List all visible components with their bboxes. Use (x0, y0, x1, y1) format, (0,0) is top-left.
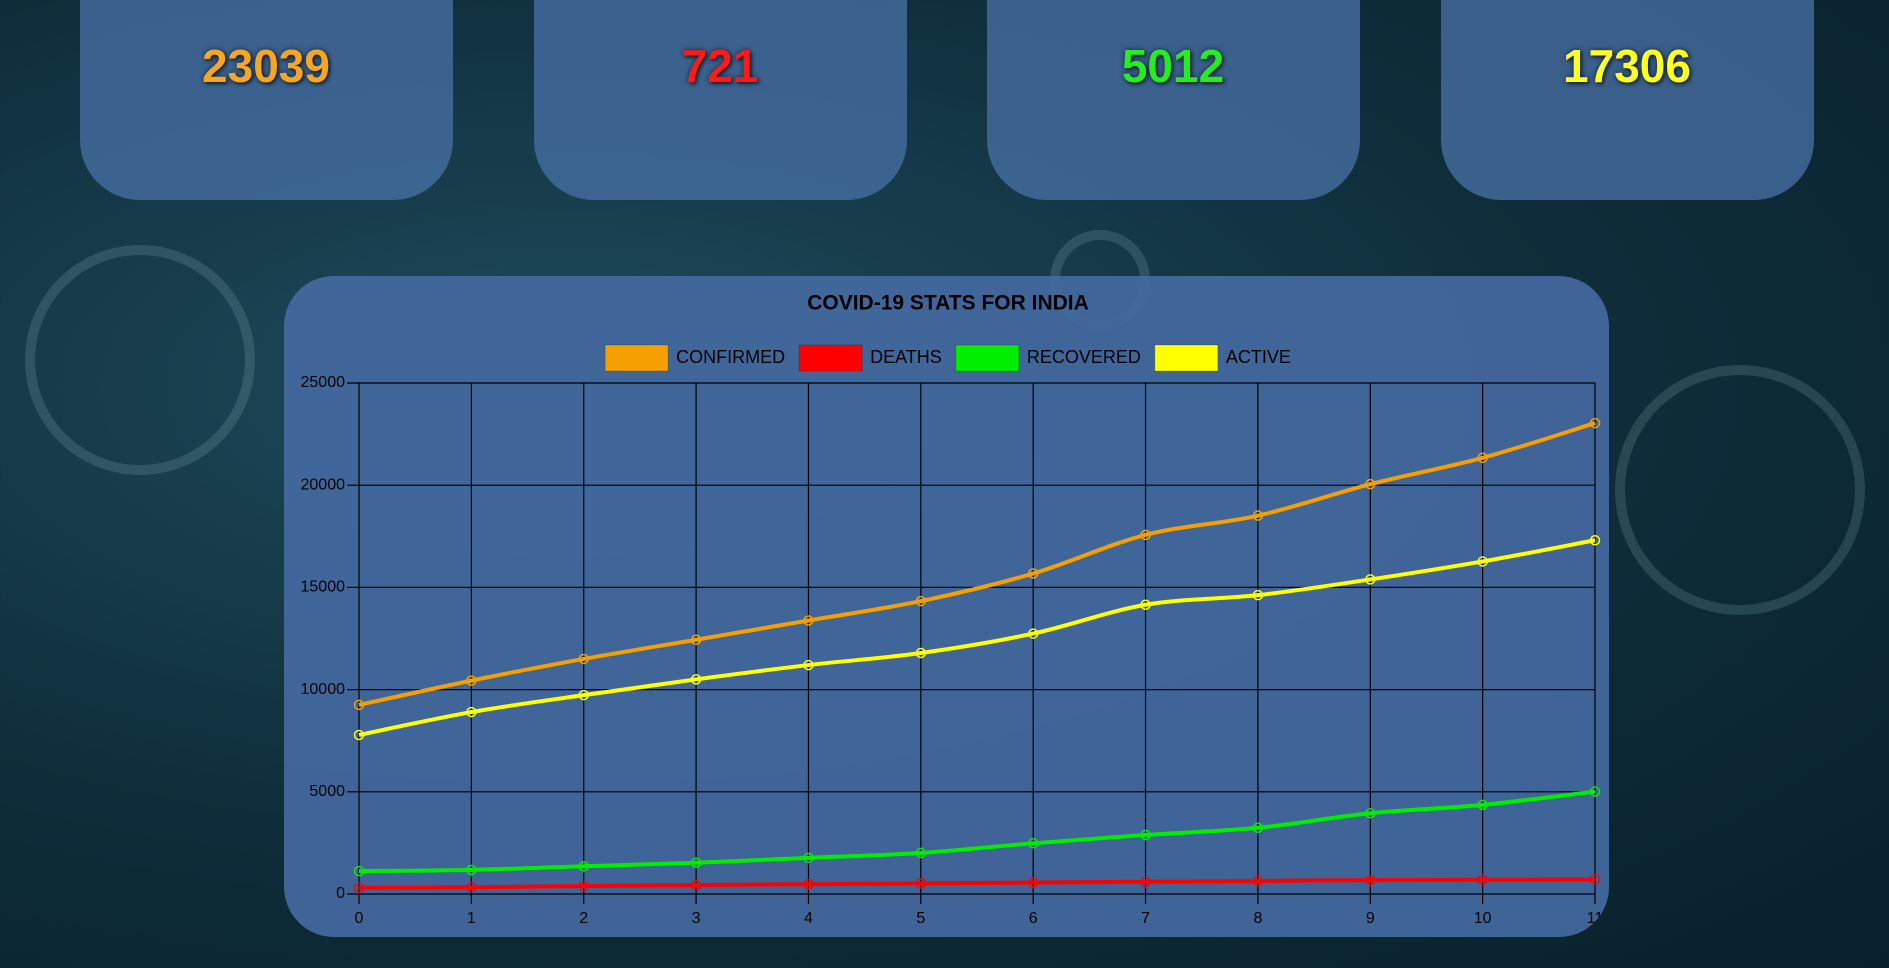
data-point (466, 864, 477, 876)
data-point (1589, 417, 1601, 429)
data-point (915, 647, 927, 659)
data-point (578, 653, 589, 665)
data-point (1589, 535, 1601, 546)
data-point (466, 675, 477, 686)
stat-value: 721 (682, 40, 759, 92)
data-point (690, 857, 702, 868)
x-tick-label: 8 (1253, 910, 1262, 927)
data-point (803, 615, 814, 626)
x-tick-label: 0 (355, 910, 364, 927)
x-tick-label: 10 (1474, 910, 1492, 927)
data-point (1365, 808, 1376, 819)
y-tick-label: 25000 (301, 374, 346, 391)
plot: 0 5000 10000 15000 20000 25000 0 1 2 3 4 5 6 7 8 9 10 11 (301, 374, 1604, 927)
data-point (1477, 556, 1488, 567)
data-point (1252, 875, 1264, 887)
data-point (578, 689, 589, 701)
x-tick-label: 1 (467, 910, 476, 927)
legend: CONFIRMED DEATHS RECOVERED ACTIVE (604, 344, 1291, 372)
series-line (358, 789, 1596, 874)
chart-title: COVID-19 STATS FOR INDIA (807, 292, 1089, 315)
data-point (353, 882, 365, 894)
data-point (1140, 599, 1151, 611)
legend-label: ACTIVE (1226, 347, 1291, 367)
data-point (915, 878, 927, 889)
data-point (578, 860, 589, 872)
stat-card (534, 0, 907, 200)
data-point (1477, 799, 1488, 811)
data-point (1027, 877, 1039, 888)
data-point (1252, 822, 1264, 834)
chart-panel (284, 276, 1609, 937)
data-point (1477, 874, 1488, 885)
data-point (1140, 876, 1151, 887)
stat-value: 23039 (202, 40, 330, 92)
series-line (358, 538, 1596, 737)
data-point (1589, 786, 1601, 797)
x-tick-label: 2 (579, 910, 588, 927)
data-point (915, 595, 927, 607)
x-tick-label: 5 (916, 910, 925, 927)
data-point (803, 878, 814, 890)
y-tick-label: 5000 (309, 783, 345, 800)
x-tick-label: 3 (692, 910, 701, 927)
legend-swatch (1154, 344, 1219, 372)
data-point (1027, 838, 1039, 849)
legend-label: RECOVERED (1027, 347, 1141, 367)
series-line (358, 421, 1596, 707)
data-point (690, 879, 702, 891)
data-point (690, 634, 702, 645)
data-point (1477, 452, 1488, 464)
data-point (1252, 510, 1264, 521)
x-tick-label: 6 (1029, 910, 1038, 927)
legend-label: CONFIRMED (676, 347, 785, 367)
x-tick-label: 9 (1366, 910, 1375, 927)
y-tick-label: 0 (336, 885, 345, 902)
series-line (358, 877, 1596, 890)
x-tick-label: 11 (1587, 910, 1604, 927)
data-point (466, 706, 477, 718)
data-point (690, 674, 702, 685)
legend-swatch (604, 344, 669, 372)
data-point (353, 729, 365, 741)
data-point (1365, 874, 1376, 886)
legend-label: DEATHS (870, 347, 942, 367)
x-tick-label: 7 (1141, 910, 1150, 927)
data-point (1252, 589, 1264, 601)
data-point (466, 882, 477, 893)
stat-value: 17306 (1563, 40, 1691, 92)
data-point (803, 852, 814, 864)
data-point (1027, 568, 1039, 579)
stat-card (80, 0, 453, 200)
y-tick-label: 10000 (301, 681, 346, 698)
data-point (578, 880, 589, 892)
stat-card (1441, 0, 1814, 200)
data-point (915, 847, 927, 859)
y-tick-label: 20000 (301, 476, 346, 493)
data-point (1027, 628, 1039, 639)
x-tick-label: 4 (804, 910, 813, 927)
data-point (1365, 574, 1376, 585)
legend-swatch (955, 344, 1020, 372)
data-point (803, 659, 814, 671)
data-point (1140, 829, 1151, 841)
stat-cards: 23039 721 5012 17306 (80, 0, 1814, 200)
data-point (1589, 874, 1601, 885)
stat-card (987, 0, 1360, 200)
data-point (353, 865, 365, 877)
data-point (1140, 529, 1151, 541)
data-point (1365, 478, 1376, 490)
stat-value: 5012 (1122, 40, 1224, 92)
y-tick-label: 15000 (301, 579, 346, 596)
data-point (353, 699, 365, 711)
legend-swatch (798, 344, 863, 372)
